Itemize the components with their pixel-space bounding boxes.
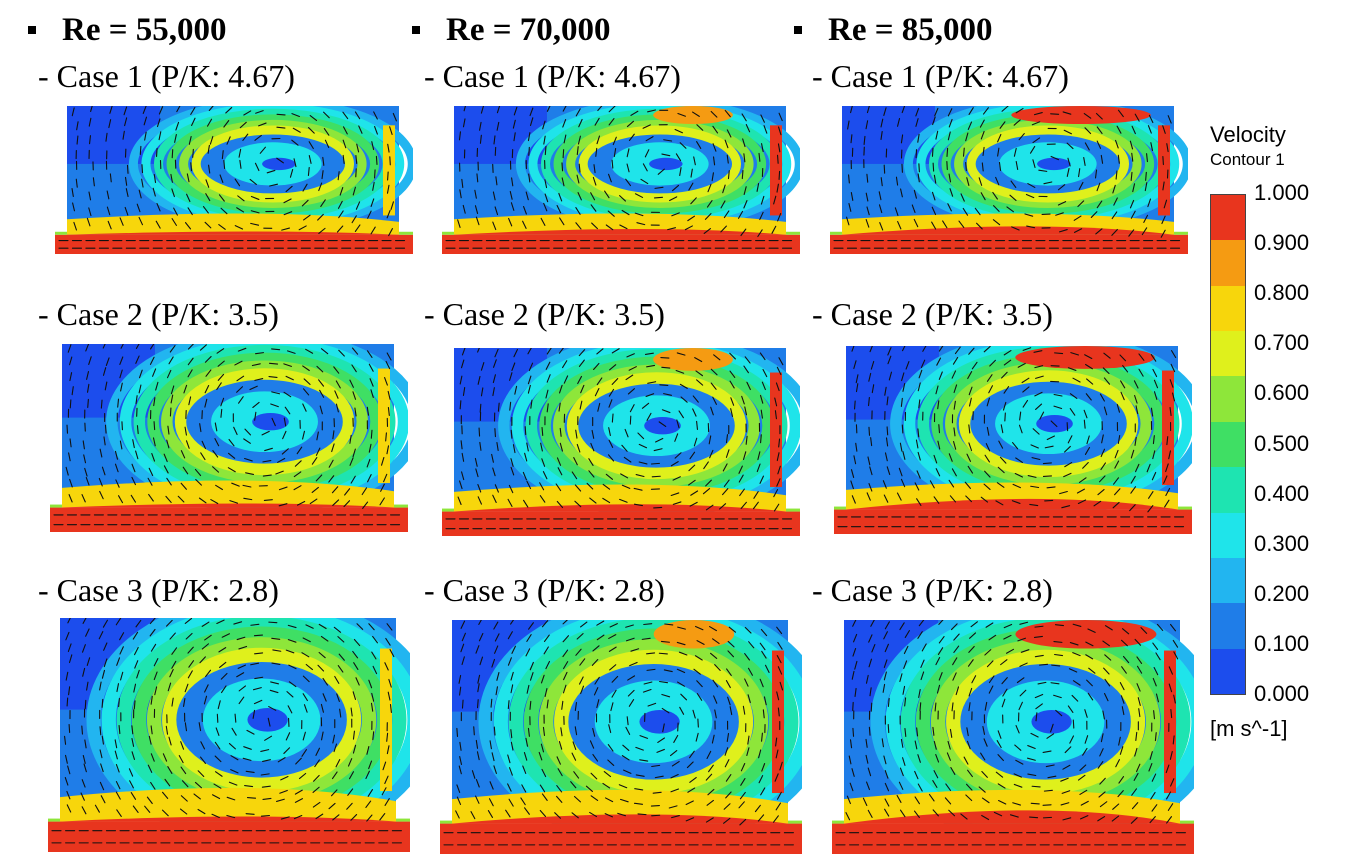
- velocity-vectors: [51, 618, 402, 844]
- velocity-contour-plot: [48, 618, 410, 852]
- legend-tick-label: 0.900: [1254, 230, 1310, 256]
- legend-unit: [m s^-1]: [1210, 716, 1288, 741]
- legend-tick-label: 0.500: [1254, 430, 1310, 456]
- contour-panel-r2-c2: [442, 348, 800, 536]
- legend-swatch: [1211, 240, 1245, 286]
- velocity-vectors: [443, 620, 794, 846]
- contour-panel-r1-c3: [830, 106, 1188, 254]
- legend-swatch: [1211, 648, 1245, 694]
- velocity-contour-plot: [50, 344, 408, 532]
- legend-tick-label: 0.200: [1254, 580, 1310, 606]
- case-label-r3-c1: - Case 3 (P/K: 2.8): [38, 572, 279, 608]
- velocity-contour-plot: [442, 348, 800, 536]
- legend-swatch: [1211, 331, 1245, 377]
- legend-tick-label: 0.400: [1254, 480, 1310, 506]
- velocity-vectors: [53, 344, 401, 526]
- contour-panel-r2-c3: [834, 346, 1192, 534]
- legend-tick-label: 0.100: [1254, 630, 1310, 656]
- velocity-contour-plot: [55, 106, 413, 254]
- case-label-r3-c3: - Case 3 (P/K: 2.8): [812, 572, 1053, 608]
- velocity-contour-plot: [442, 106, 800, 254]
- legend-tick-label: 0.300: [1254, 530, 1310, 556]
- legend-swatch: [1211, 195, 1245, 241]
- velocity-contour-plot: [834, 346, 1192, 534]
- velocity-contour-plot: [830, 106, 1188, 254]
- legend-tick-label: 0.800: [1254, 280, 1310, 306]
- legend-subtitle: Contour 1: [1210, 150, 1285, 169]
- velocity-vectors: [833, 106, 1181, 249]
- case-label-r2-c3: - Case 2 (P/K: 3.5): [812, 296, 1053, 332]
- bullet-icon: [794, 26, 802, 34]
- legend-swatch: [1211, 376, 1245, 422]
- case-label-r1-c2: - Case 1 (P/K: 4.67): [424, 58, 681, 94]
- velocity-contour-plot: [440, 620, 802, 854]
- legend-tick-label: 0.600: [1254, 380, 1310, 406]
- contour-panel-r1-c1: [55, 106, 413, 254]
- velocity-contour-plot: [832, 620, 1194, 854]
- legend-swatch: [1211, 285, 1245, 332]
- legend-swatch: [1211, 467, 1245, 513]
- bullet-icon: [28, 26, 36, 34]
- legend-swatch: [1211, 557, 1245, 604]
- reynolds-label: Re = 70,000: [446, 11, 611, 48]
- column-header-re-70000: Re = 70,000: [412, 6, 611, 54]
- column-header-re-85000: Re = 85,000: [794, 6, 993, 54]
- case-label-r1-c1: - Case 1 (P/K: 4.67): [38, 58, 295, 94]
- legend-swatch: [1211, 512, 1245, 558]
- legend-tick-label: 0.700: [1254, 330, 1310, 356]
- legend-title: Velocity: [1210, 122, 1286, 147]
- case-label-r2-c1: - Case 2 (P/K: 3.5): [38, 296, 279, 332]
- reynolds-label: Re = 55,000: [62, 11, 227, 48]
- contour-panel-r3-c3: [832, 620, 1194, 854]
- velocity-vectors: [445, 106, 793, 249]
- case-label-r1-c3: - Case 1 (P/K: 4.67): [812, 58, 1069, 94]
- case-label-r3-c2: - Case 3 (P/K: 2.8): [424, 572, 665, 608]
- velocity-vectors: [835, 620, 1186, 846]
- bullet-icon: [412, 26, 420, 34]
- legend-swatch: [1211, 421, 1245, 468]
- contour-panel-r2-c1: [50, 344, 408, 532]
- velocity-vectors: [445, 348, 793, 530]
- column-header-re-55000: Re = 55,000: [28, 6, 227, 54]
- legend-color-bar: [1210, 194, 1246, 695]
- velocity-vectors: [837, 346, 1185, 528]
- case-label-r2-c2: - Case 2 (P/K: 3.5): [424, 296, 665, 332]
- legend-tick-label: 1.000: [1254, 180, 1310, 205]
- contour-panel-r3-c1: [48, 618, 410, 852]
- contour-panel-r1-c2: [442, 106, 800, 254]
- legend-swatch: [1211, 603, 1245, 649]
- contour-panel-r3-c2: [440, 620, 802, 854]
- reynolds-label: Re = 85,000: [828, 11, 993, 48]
- velocity-vectors: [58, 106, 406, 249]
- legend-tick-label: 0.000: [1254, 681, 1310, 706]
